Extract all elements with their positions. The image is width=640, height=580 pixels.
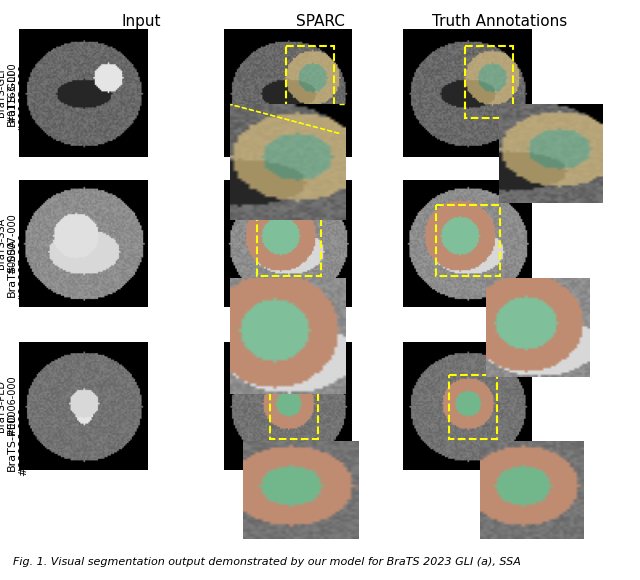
Text: BraTS-GLI
#01163-000: BraTS-GLI #01163-000: [0, 63, 17, 123]
Text: BraTS-GLI
#01163-000: BraTS-GLI #01163-000: [6, 63, 28, 133]
Bar: [449, 375, 497, 438]
Text: Fig. 1. Visual segmentation output demonstrated by our model for BraTS 2023 GLI : Fig. 1. Visual segmentation output demon…: [13, 557, 521, 567]
Bar: [257, 205, 321, 276]
Text: Truth Annotations: Truth Annotations: [431, 13, 567, 28]
Text: BraTS-SSA
#00007-000: BraTS-SSA #00007-000: [6, 233, 28, 302]
Bar: [269, 375, 317, 438]
Bar: [465, 46, 513, 118]
Text: BraTS-SSA
#00007-000: BraTS-SSA #00007-000: [0, 213, 17, 274]
Text: BraTS-PED
#00006-000: BraTS-PED #00006-000: [6, 407, 28, 476]
Text: SPARC: SPARC: [296, 13, 344, 28]
Bar: [436, 205, 500, 276]
Text: BraTS-PED
#00006-000: BraTS-PED #00006-000: [0, 376, 17, 436]
Bar: [285, 46, 333, 118]
Text: Input: Input: [121, 13, 161, 28]
